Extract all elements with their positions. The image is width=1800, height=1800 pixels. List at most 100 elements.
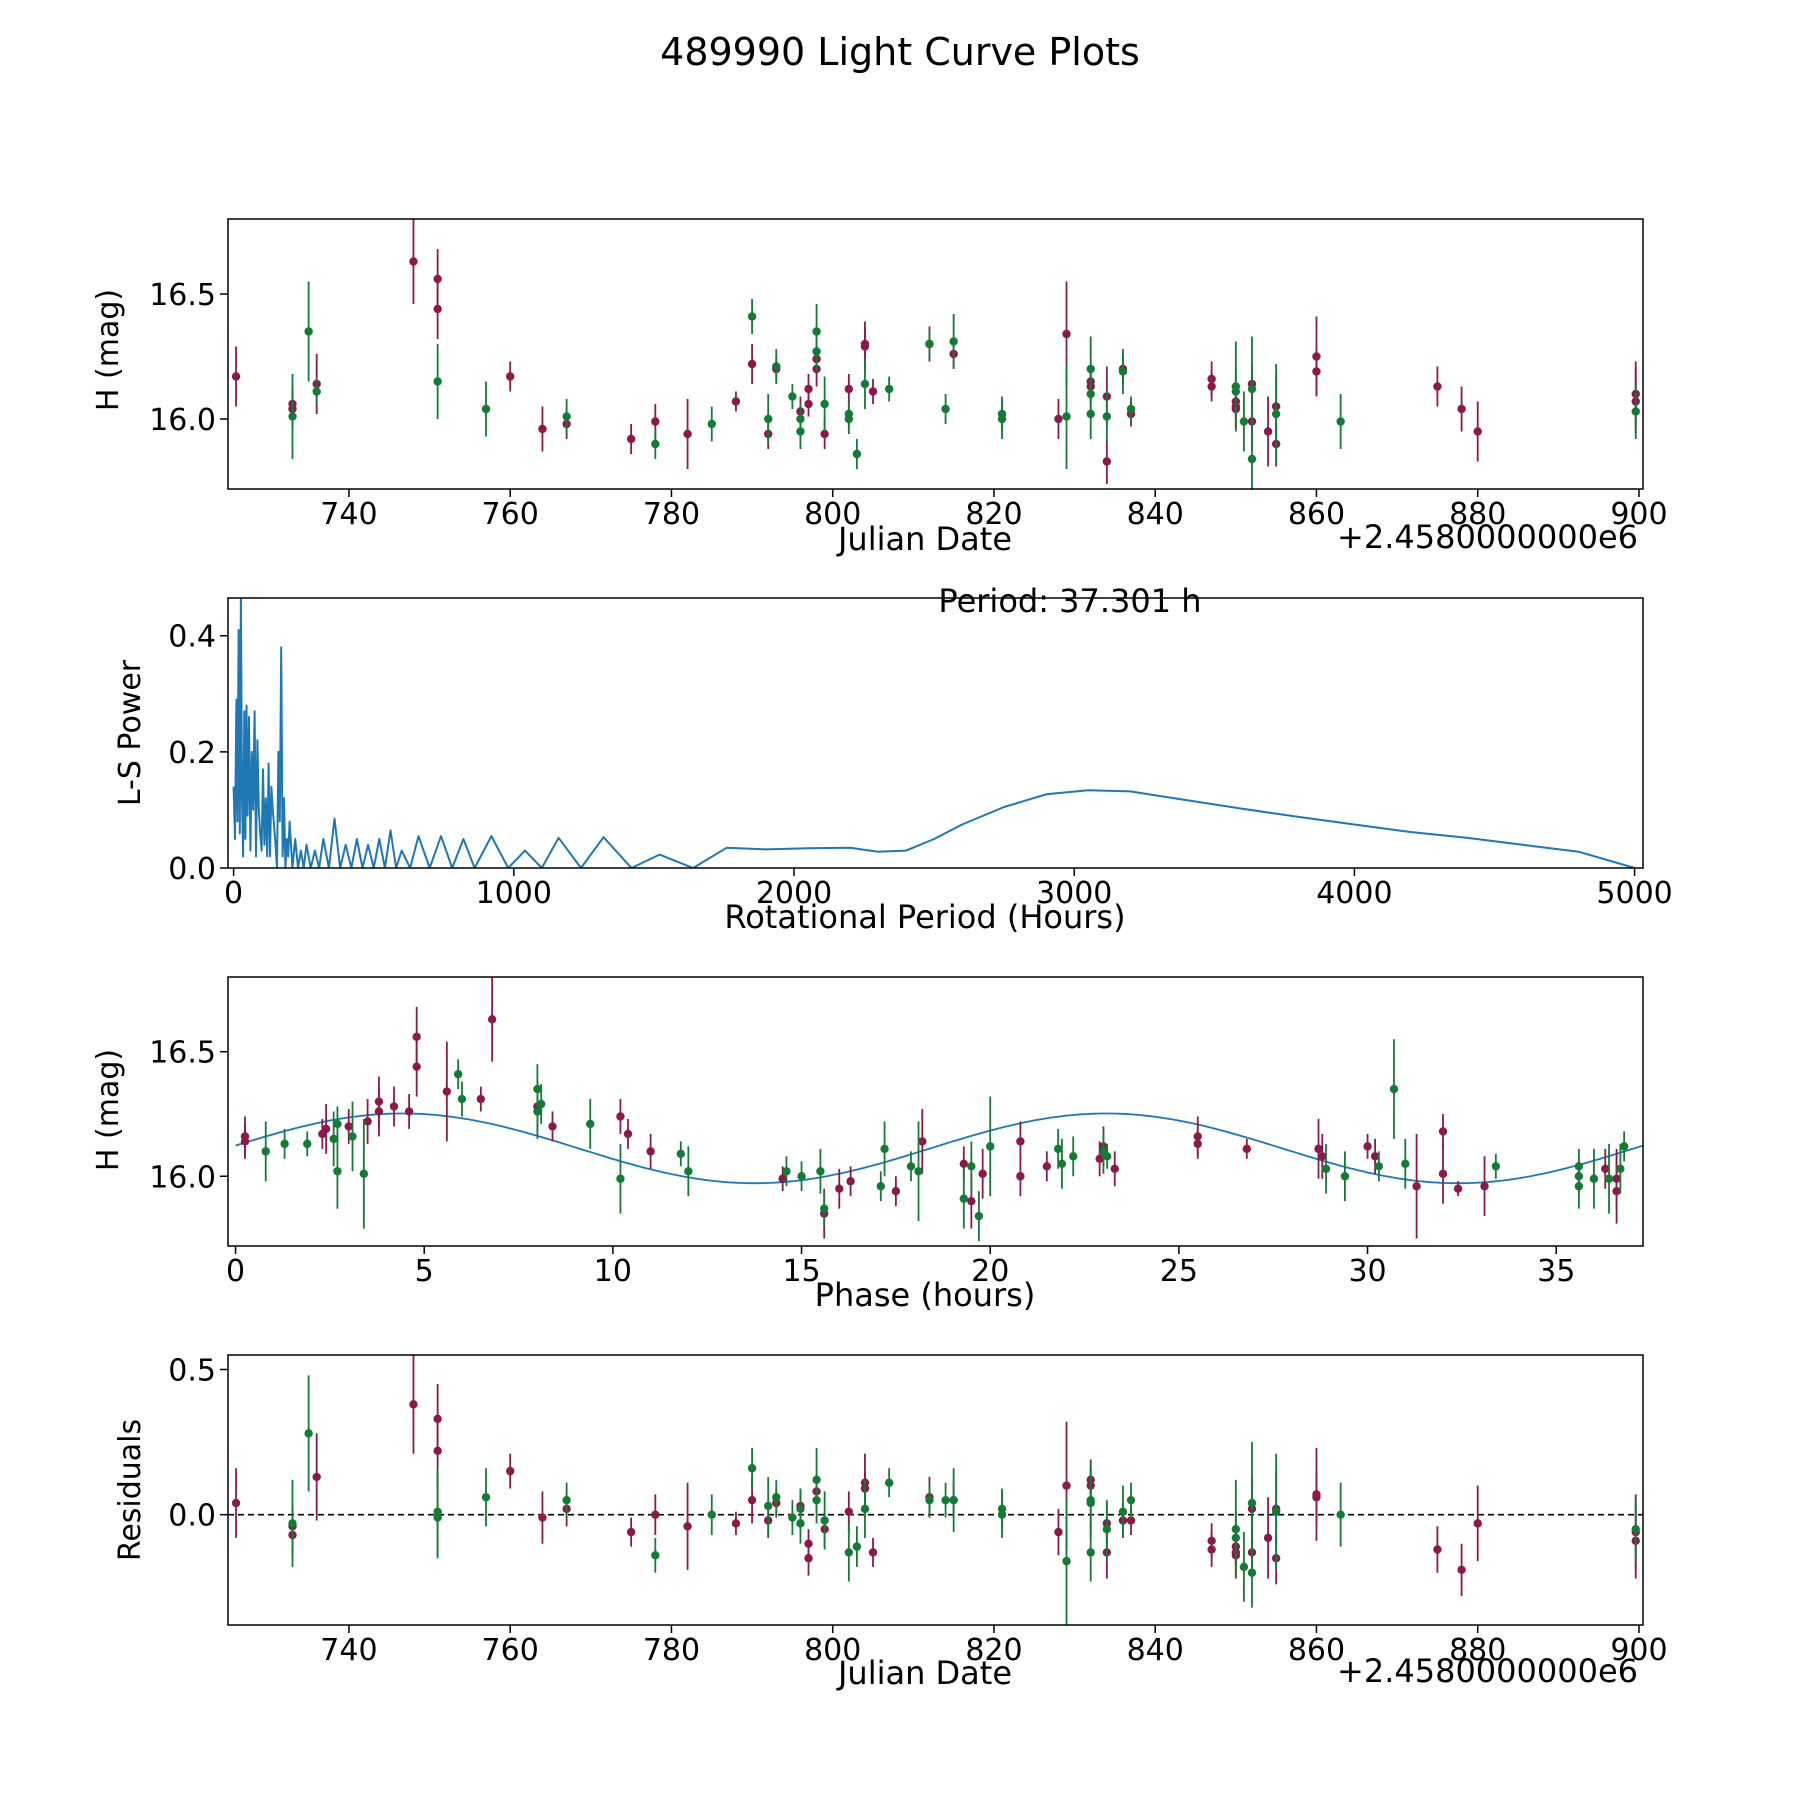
phased-data-point <box>967 1162 976 1171</box>
phased-data-point <box>778 1174 787 1183</box>
lightcurve-data-point <box>626 434 636 444</box>
phased-data-point <box>914 1167 923 1176</box>
phased-xtick-label: 10 <box>594 1254 632 1289</box>
residuals-marks <box>228 1355 1643 1625</box>
phased-xtick-label: 15 <box>782 1254 820 1289</box>
periodogram-ylabel: L-S Power <box>113 659 148 806</box>
phased-xtick-label: 20 <box>971 1254 1009 1289</box>
phased-series-green-band <box>261 1039 1629 1242</box>
lightcurve-data-point <box>763 414 773 424</box>
residuals-data-point <box>941 1495 950 1505</box>
residuals-data-point <box>925 1495 934 1505</box>
phased-data-point <box>1095 1154 1104 1164</box>
residuals-data-point <box>1062 1556 1071 1566</box>
figure-title: 489990 Light Curve Plots <box>660 30 1140 74</box>
phased-data-point <box>967 1196 976 1206</box>
phased-data-point <box>816 1167 825 1176</box>
phased-data-point <box>846 1177 855 1186</box>
lightcurve-data-point <box>868 387 878 396</box>
phased-data-point <box>533 1107 542 1116</box>
phased-data-point <box>676 1149 685 1159</box>
residuals-xtick-label: 900 <box>1610 1633 1667 1668</box>
residuals-data-point <box>312 1472 321 1482</box>
residuals-data-point <box>1433 1545 1442 1554</box>
lightcurve-data-point <box>288 412 297 421</box>
phased-data-point <box>1412 1182 1421 1191</box>
lightcurve-data-point <box>481 404 491 414</box>
residuals-data-point <box>1336 1510 1345 1519</box>
residuals-data-point <box>433 1513 442 1522</box>
residuals-plot-area: 740 760 780 800 820 840 860 880 900 0.0 0.5 <box>168 1354 1667 1668</box>
residuals-series-green-band <box>288 1375 1640 1625</box>
lightcurve-data-point <box>796 427 805 436</box>
residuals-data-point <box>1207 1545 1216 1554</box>
phased-data-point <box>1438 1169 1448 1178</box>
lightcurve-xlabel: Julian Date <box>836 520 1012 558</box>
lightcurve-data-point <box>1086 409 1095 419</box>
lightcurve-data-point <box>651 439 660 449</box>
lightcurve-xtick-label: 740 <box>320 497 377 532</box>
phased-data-point <box>442 1087 452 1096</box>
lightcurve-data-point <box>1271 409 1281 419</box>
phased-data-point <box>616 1174 625 1183</box>
lightcurve-data-point <box>409 257 418 266</box>
period-annotation: Period: 37.301 h <box>938 582 1201 620</box>
phased-data-point <box>1438 1127 1448 1136</box>
phased-data-point <box>348 1132 357 1141</box>
lightcurve-marks <box>231 219 1640 489</box>
residuals-data-point <box>683 1522 692 1531</box>
lightcurve-data-point <box>820 399 829 409</box>
residuals-data-point <box>804 1554 813 1563</box>
periodogram-xtick-label: 5000 <box>1596 876 1672 911</box>
residuals-xtick-label: 760 <box>482 1633 539 1668</box>
residuals-data-point <box>884 1478 894 1487</box>
residuals-xlabel: Julian Date <box>836 1654 1012 1692</box>
phased-ytick-label: 16.0 <box>149 1160 216 1195</box>
residuals-data-point <box>1457 1565 1466 1575</box>
residuals-data-point <box>812 1495 821 1505</box>
phased-data-point <box>1401 1159 1410 1169</box>
phased-data-point <box>880 1144 889 1154</box>
lightcurve-data-point <box>1457 404 1466 414</box>
lightcurve-data-point <box>1207 382 1216 391</box>
phased-xtick-label: 25 <box>1160 1254 1198 1289</box>
periodogram-xtick-label: 2000 <box>756 876 832 911</box>
phased-data-point <box>1042 1162 1052 1171</box>
phased-data-point <box>1363 1142 1372 1151</box>
lightcurve-data-point <box>433 377 442 386</box>
phased-data-point <box>536 1099 546 1109</box>
phased-data-point <box>1574 1182 1584 1191</box>
phased-data-point <box>333 1119 342 1129</box>
phased-data-point <box>959 1194 968 1203</box>
phased-ylabel: H (mag) <box>91 1049 126 1171</box>
lightcurve-xtick-label: 820 <box>965 497 1022 532</box>
phased-data-point <box>329 1134 338 1144</box>
phased-data-point <box>1616 1164 1625 1173</box>
lightcurve-data-point <box>1247 384 1257 394</box>
lightcurve-data-point <box>804 384 813 394</box>
phased-data-point <box>1110 1164 1119 1173</box>
phased-data-point <box>891 1187 901 1196</box>
phased-plot-area: 0 5 10 15 20 25 30 35 16.0 16.5 <box>149 976 1644 1289</box>
lightcurve-data-point <box>844 414 854 424</box>
phased-data-point <box>303 1139 312 1149</box>
residuals-data-point <box>1102 1524 1112 1534</box>
phased-data-point <box>1053 1144 1063 1154</box>
residuals-data-point <box>1231 1533 1241 1543</box>
phased-data-point <box>261 1147 270 1156</box>
phased-data-point <box>1314 1144 1323 1154</box>
residuals-data-point <box>1086 1498 1095 1508</box>
lightcurve-data-point <box>1433 382 1442 391</box>
residuals-data-point <box>707 1510 716 1519</box>
phased-data-point <box>344 1122 353 1131</box>
phased-data-point <box>986 1142 995 1151</box>
residuals-data-point <box>1247 1498 1257 1508</box>
phased-data-point <box>321 1124 331 1134</box>
residuals-data-point <box>651 1510 660 1519</box>
phased-data-point <box>782 1167 791 1176</box>
residuals-data-point <box>1126 1516 1136 1525</box>
residuals-data-point <box>1086 1548 1095 1557</box>
phased-data-point <box>453 1069 463 1079</box>
phased-data-point <box>1612 1187 1621 1196</box>
